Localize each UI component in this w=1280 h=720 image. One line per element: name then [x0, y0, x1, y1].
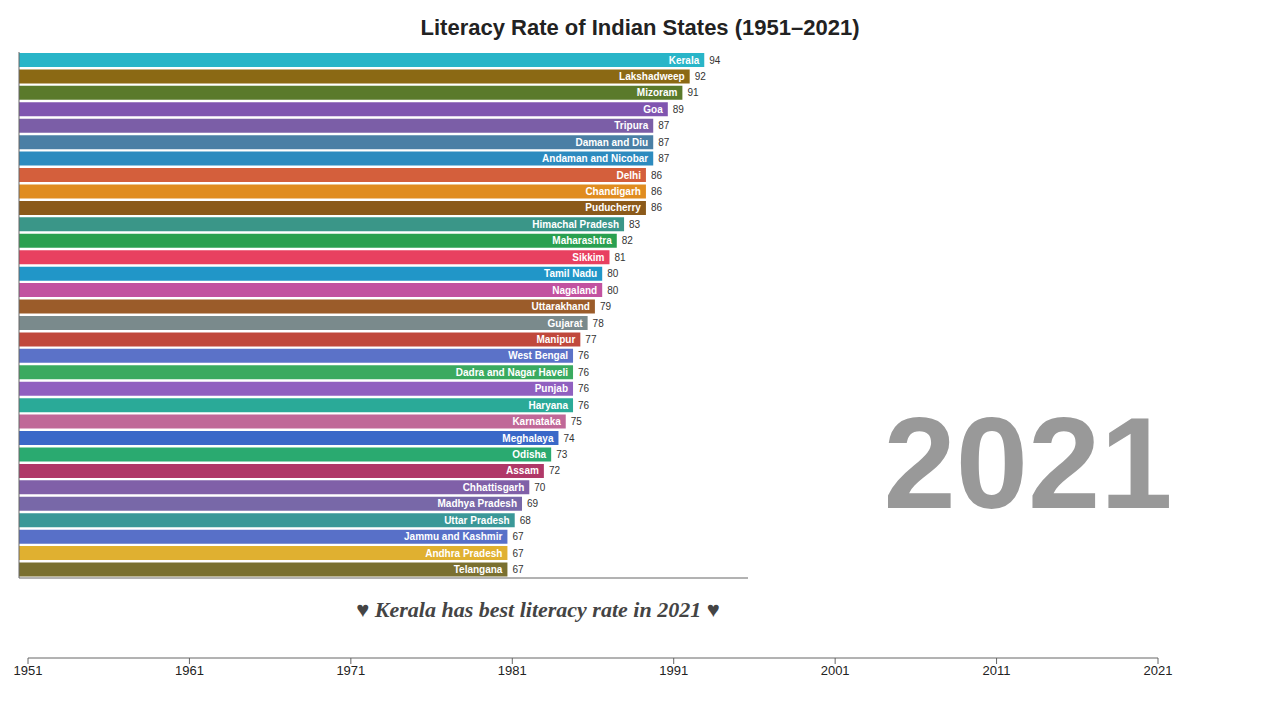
- svg-text:Himachal Pradesh: Himachal Pradesh: [532, 219, 619, 230]
- svg-text:76: 76: [578, 400, 590, 411]
- svg-text:Puducherry: Puducherry: [585, 202, 641, 213]
- svg-text:Gujarat: Gujarat: [548, 318, 584, 329]
- svg-text:86: 86: [651, 202, 663, 213]
- svg-text:80: 80: [607, 268, 619, 279]
- svg-text:78: 78: [593, 318, 605, 329]
- svg-text:74: 74: [563, 433, 575, 444]
- svg-text:94: 94: [709, 55, 721, 66]
- svg-text:75: 75: [571, 416, 583, 427]
- svg-text:Kerala: Kerala: [669, 55, 700, 66]
- svg-text:Mizoram: Mizoram: [637, 87, 678, 98]
- svg-text:80: 80: [607, 285, 619, 296]
- svg-text:Delhi: Delhi: [616, 170, 641, 181]
- svg-text:2011: 2011: [983, 663, 1011, 678]
- svg-text:Dadra and Nagar Haveli: Dadra and Nagar Haveli: [456, 367, 568, 378]
- svg-text:81: 81: [614, 252, 626, 263]
- svg-text:87: 87: [658, 153, 670, 164]
- svg-text:79: 79: [600, 301, 612, 312]
- svg-text:1971: 1971: [336, 663, 365, 678]
- svg-text:86: 86: [651, 170, 663, 181]
- svg-text:89: 89: [673, 104, 685, 115]
- svg-text:87: 87: [658, 137, 670, 148]
- svg-text:Punjab: Punjab: [535, 383, 568, 394]
- svg-text:91: 91: [687, 87, 699, 98]
- svg-text:Tripura: Tripura: [614, 120, 648, 131]
- svg-text:70: 70: [534, 482, 546, 493]
- svg-text:Assam: Assam: [506, 465, 539, 476]
- svg-text:Nagaland: Nagaland: [552, 285, 597, 296]
- html-text:Literacy Rate of Indian States: Literacy Rate of Indian States (1951–202…: [420, 15, 860, 40]
- svg-text:Odisha: Odisha: [512, 449, 546, 460]
- svg-text:1991: 1991: [659, 663, 688, 678]
- svg-text:Jammu and Kashmir: Jammu and Kashmir: [404, 531, 502, 542]
- svg-text:Telangana: Telangana: [454, 564, 503, 575]
- svg-text:Chandigarh: Chandigarh: [585, 186, 641, 197]
- svg-text:86: 86: [651, 186, 663, 197]
- svg-text:Karnataka: Karnataka: [512, 416, 561, 427]
- svg-text:67: 67: [512, 548, 524, 559]
- svg-text:1951: 1951: [14, 663, 43, 678]
- svg-text:Uttarakhand: Uttarakhand: [532, 301, 590, 312]
- svg-text:82: 82: [622, 235, 634, 246]
- svg-text:76: 76: [578, 350, 590, 361]
- svg-text:73: 73: [556, 449, 568, 460]
- svg-text:Goa: Goa: [643, 104, 663, 115]
- svg-text:Sikkim: Sikkim: [572, 252, 604, 263]
- svg-text:67: 67: [512, 531, 524, 542]
- svg-text:2021: 2021: [1144, 663, 1173, 678]
- svg-text:Madhya Pradesh: Madhya Pradesh: [438, 498, 517, 509]
- svg-text:Chhattisgarh: Chhattisgarh: [463, 482, 525, 493]
- svg-text:Uttar Pradesh: Uttar Pradesh: [444, 515, 510, 526]
- svg-text:83: 83: [629, 219, 641, 230]
- svg-text:Daman and Diu: Daman and Diu: [575, 137, 648, 148]
- svg-text:West Bengal: West Bengal: [508, 350, 568, 361]
- svg-text:76: 76: [578, 383, 590, 394]
- html-text:2021: 2021: [883, 390, 1173, 536]
- svg-text:92: 92: [695, 71, 707, 82]
- html-text:♥ Kerala has best literacy rat: ♥ Kerala has best literacy rate in 2021 …: [356, 597, 720, 622]
- svg-text:76: 76: [578, 367, 590, 378]
- svg-text:67: 67: [512, 564, 524, 575]
- svg-text:1981: 1981: [498, 663, 527, 678]
- svg-text:Meghalaya: Meghalaya: [502, 433, 554, 444]
- svg-text:69: 69: [527, 498, 539, 509]
- svg-text:1961: 1961: [175, 663, 204, 678]
- svg-text:Andaman and Nicobar: Andaman and Nicobar: [542, 153, 648, 164]
- svg-text:2001: 2001: [821, 663, 850, 678]
- svg-text:Maharashtra: Maharashtra: [552, 235, 612, 246]
- svg-text:77: 77: [585, 334, 597, 345]
- svg-text:87: 87: [658, 120, 670, 131]
- svg-text:68: 68: [520, 515, 532, 526]
- svg-text:Lakshadweep: Lakshadweep: [619, 71, 685, 82]
- svg-text:Haryana: Haryana: [529, 400, 569, 411]
- svg-text:72: 72: [549, 465, 561, 476]
- svg-text:Andhra Pradesh: Andhra Pradesh: [425, 548, 502, 559]
- svg-text:Manipur: Manipur: [536, 334, 575, 345]
- svg-text:Tamil Nadu: Tamil Nadu: [544, 268, 597, 279]
